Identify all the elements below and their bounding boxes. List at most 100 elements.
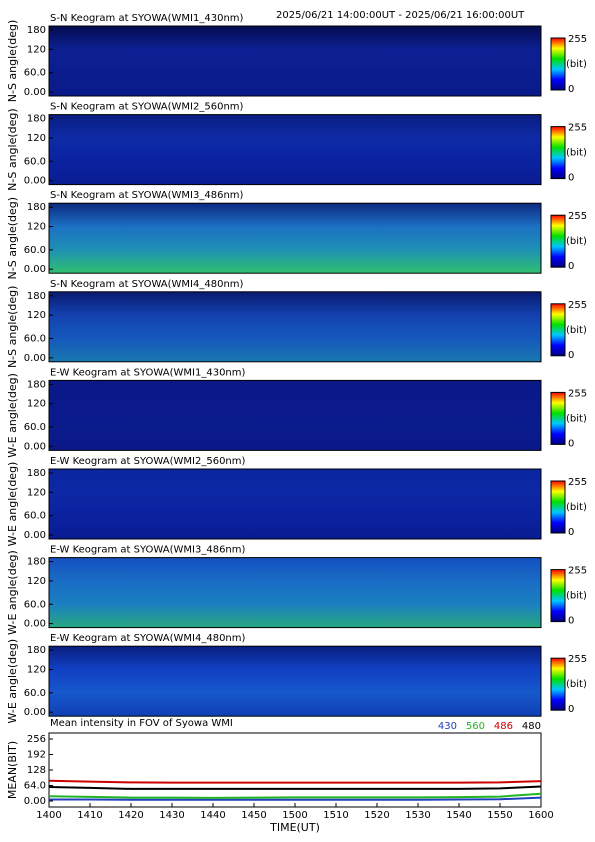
x-tick-label: 1550	[487, 810, 512, 821]
panel-frame	[48, 114, 542, 186]
colorbar	[550, 391, 566, 445]
x-tick-label: 1520	[364, 810, 389, 821]
colorbar	[550, 303, 566, 357]
y-tick-label: 180	[27, 645, 46, 656]
x-tick-label: 1440	[200, 810, 225, 821]
y-axis-label: N-S angle(deg)	[6, 108, 19, 191]
y-tick-label: 60.0	[24, 422, 46, 433]
panel-frame	[48, 25, 542, 97]
panel-title: S-N Keogram at SYOWA(WMI2_560nm)	[50, 102, 244, 113]
colorbar	[550, 126, 566, 180]
colorbar-max: 255	[568, 123, 587, 134]
panel-frame	[48, 557, 542, 629]
x-tick-label: 1400	[36, 810, 61, 821]
y-tick-label: 60.0	[24, 333, 46, 344]
chart-title: Mean intensity in FOV of Syowa WMI	[50, 718, 233, 729]
panel-title: S-N Keogram at SYOWA(WMI4_480nm)	[50, 279, 244, 290]
y-tick-label: 60.0	[24, 688, 46, 699]
colorbar-min: 0	[568, 616, 574, 627]
y-tick-label: 0.00	[24, 796, 46, 807]
colorbar-min: 0	[568, 173, 574, 184]
x-tick-label: 1450	[241, 810, 266, 821]
x-tick-label: 1530	[405, 810, 430, 821]
colorbar-max: 255	[568, 300, 587, 311]
panel-frame	[48, 202, 542, 274]
x-tick-label: 1430	[159, 810, 184, 821]
series-line	[48, 792, 542, 799]
x-tick-label: 1420	[118, 810, 143, 821]
y-tick-label: 0.00	[24, 530, 46, 541]
y-tick-label: 120	[27, 310, 46, 321]
colorbar-max: 255	[568, 211, 587, 222]
x-axis-label: TIME(UT)	[269, 821, 320, 834]
keogram-image	[49, 26, 541, 96]
y-tick-label: 0.00	[24, 441, 46, 452]
panel-title: E-W Keogram at SYOWA(WMI1_430nm)	[50, 367, 246, 378]
colorbar-unit: (bit)	[566, 325, 587, 336]
y-tick-label: 120	[27, 222, 46, 233]
time-range: 2025/06/21 14:00:00UT - 2025/06/21 16:00…	[276, 10, 525, 21]
y-axis-label: N-S angle(deg)	[6, 20, 19, 103]
panel-title: E-W Keogram at SYOWA(WMI3_486nm)	[50, 545, 246, 556]
y-tick-label: 120	[27, 133, 46, 144]
y-tick-label: 60.0	[24, 68, 46, 79]
panel-title: E-W Keogram at SYOWA(WMI2_560nm)	[50, 456, 246, 467]
panel-title: S-N Keogram at SYOWA(WMI3_486nm)	[50, 190, 244, 201]
y-axis-label: W-E angle(deg)	[6, 462, 19, 547]
panel-frame	[48, 645, 542, 717]
legend-entry: 480	[522, 721, 541, 732]
keogram-image	[49, 469, 541, 539]
colorbar	[550, 657, 566, 711]
colorbar-unit: (bit)	[566, 148, 587, 159]
colorbar-min: 0	[568, 438, 574, 449]
colorbar-min: 0	[568, 527, 574, 538]
colorbar	[550, 214, 566, 268]
colorbar-unit: (bit)	[566, 59, 587, 70]
y-tick-label: 120	[27, 487, 46, 498]
keogram-image	[49, 114, 541, 185]
y-tick-label: 0.00	[24, 87, 46, 98]
colorbar-max: 255	[568, 654, 587, 665]
colorbar-unit: (bit)	[566, 502, 587, 513]
y-tick-label: 180	[27, 25, 46, 36]
y-tick-label: 0.00	[24, 707, 46, 718]
colorbar-max: 255	[568, 388, 587, 399]
legend-entry: 430	[438, 721, 457, 732]
y-tick-label: 120	[27, 665, 46, 676]
y-axis-label: W-E angle(deg)	[6, 373, 19, 458]
colorbar-max: 255	[568, 477, 587, 488]
x-tick-label: 1500	[282, 810, 307, 821]
y-axis-label: W-E angle(deg)	[6, 639, 19, 724]
panel-frame	[48, 291, 542, 363]
colorbar-min: 0	[568, 261, 574, 272]
series-line	[49, 796, 542, 801]
colorbar-unit: (bit)	[566, 413, 587, 424]
y-axis-label: N-S angle(deg)	[6, 197, 19, 280]
panel-title: S-N Keogram at SYOWA(WMI1_430nm)	[50, 13, 244, 24]
y-tick-label: 120	[27, 576, 46, 587]
colorbar-min: 0	[568, 84, 574, 95]
y-tick-label: 180	[27, 114, 46, 125]
keogram-image	[49, 646, 541, 717]
keogram-image	[49, 291, 541, 362]
plot-frame	[48, 732, 542, 808]
legend-entry: 560	[466, 721, 485, 732]
y-tick-label: 180	[27, 468, 46, 479]
colorbar	[550, 480, 566, 534]
y-tick-label: 60.0	[24, 511, 46, 522]
y-tick-label: 256	[27, 734, 46, 745]
y-tick-label: 64.0	[24, 781, 46, 792]
colorbar	[550, 569, 566, 623]
y-tick-label: 180	[27, 557, 46, 568]
y-tick-label: 180	[27, 202, 46, 213]
y-tick-label: 0.00	[24, 176, 46, 187]
y-tick-label: 120	[27, 399, 46, 410]
legend-entry: 486	[494, 721, 513, 732]
series-line	[48, 779, 542, 784]
y-tick-label: 180	[27, 291, 46, 302]
panel-frame	[48, 379, 542, 451]
x-tick-label: 1600	[528, 810, 553, 821]
keogram-image	[49, 557, 541, 628]
y-tick-label: 60.0	[24, 156, 46, 167]
